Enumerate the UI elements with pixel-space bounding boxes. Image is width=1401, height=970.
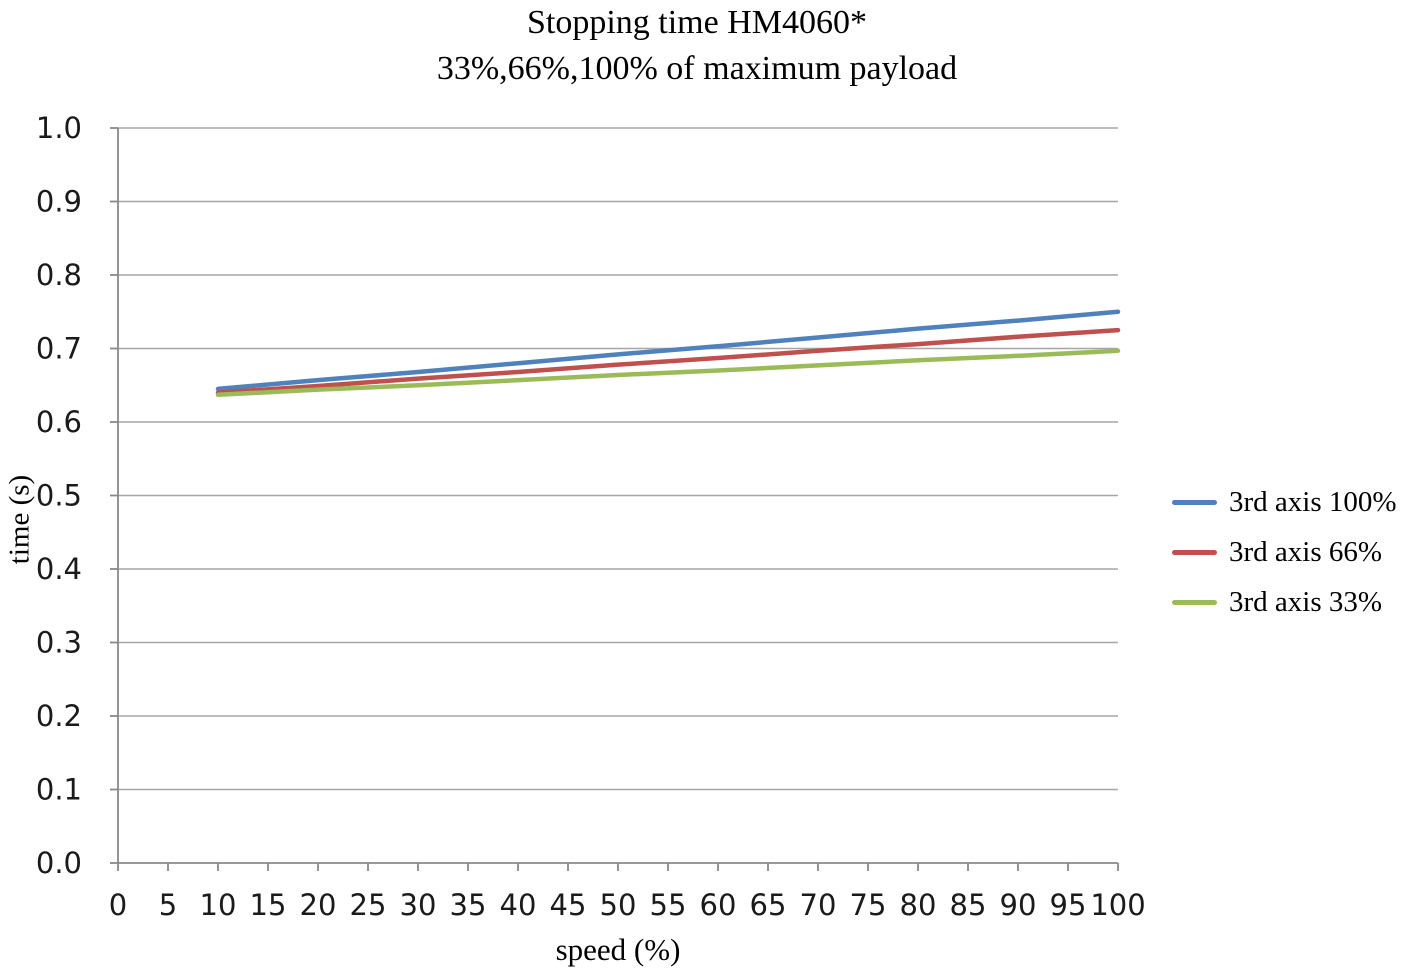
x-tick-label: 50 [600,888,637,922]
y-tick-label: 0.2 [36,699,82,733]
chart-title: Stopping time HM4060* [526,4,868,41]
legend-label: 3rd axis 100% [1229,485,1397,518]
chart-subtitle: 33%,66%,100% of maximum payload [436,50,958,87]
x-tick-label: 55 [650,888,687,922]
x-tick-label: 65 [750,888,787,922]
x-tick-label: 25 [350,888,387,922]
y-tick-label: 0.9 [36,185,82,219]
x-tick-label: 45 [550,888,587,922]
x-tick-label: 30 [400,888,437,922]
y-tick-label: 0.6 [36,405,82,439]
y-tick-label: 0.5 [36,479,82,513]
legend-label: 3rd axis 66% [1229,535,1383,568]
y-tick-label: 0.3 [36,626,82,660]
y-tick-label: 1.0 [36,111,82,145]
y-tick-label: 0.8 [36,258,82,292]
x-tick-label: 80 [900,888,937,922]
y-tick-label: 0.1 [36,773,82,807]
legend-item: 3rd axis 100% [1172,477,1397,527]
legend-line-sample [1172,499,1217,505]
x-tick-label: 95 [1050,888,1087,922]
x-tick-label: 35 [450,888,487,922]
x-tick-label: 85 [950,888,987,922]
x-tick-label: 100 [1090,888,1145,922]
x-tick-label: 10 [200,888,237,922]
legend-label: 3rd axis 33% [1229,585,1383,618]
x-tick-label: 40 [500,888,537,922]
x-tick-label: 60 [700,888,737,922]
y-tick-label: 0.7 [36,332,82,366]
series-line-0 [215,309,1121,392]
series-line-2 [215,348,1121,398]
x-tick-label: 5 [159,888,177,922]
y-axis-title: time (s) [3,474,36,565]
y-tick-label: 0.0 [36,846,82,880]
x-tick-label: 75 [850,888,887,922]
y-tick-label: 0.4 [36,552,82,586]
x-tick-label: 15 [250,888,287,922]
x-tick-label: 20 [300,888,337,922]
legend-item: 3rd axis 66% [1172,527,1397,577]
legend-line-sample [1172,549,1217,555]
series-line-1 [215,327,1121,395]
legend-item: 3rd axis 33% [1172,577,1397,627]
x-tick-label: 90 [1000,888,1037,922]
x-tick-label: 70 [800,888,837,922]
legend: 3rd axis 100% 3rd axis 66% 3rd axis 33% [1172,477,1397,627]
x-tick-label: 0 [109,888,127,922]
x-axis-title: speed (%) [555,932,681,967]
legend-line-sample [1172,599,1217,605]
